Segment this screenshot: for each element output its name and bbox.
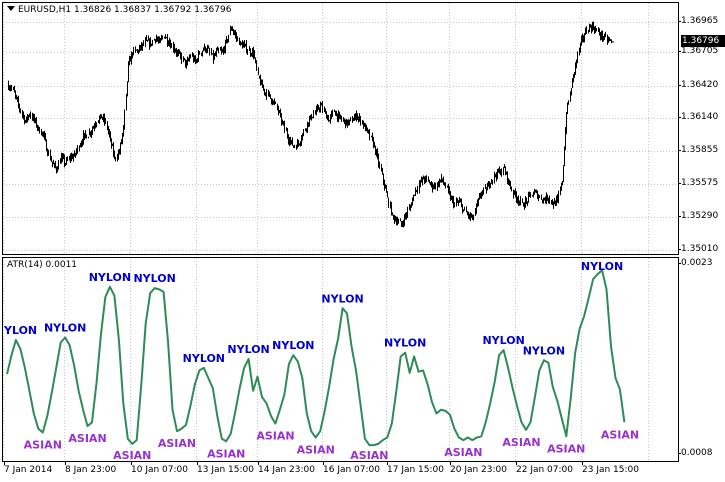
price-tick-label: 1.36140: [677, 112, 719, 123]
time-tick-label: 20 Jan 23:00: [450, 462, 507, 475]
symbol-title: EURUSD,H1 1.36826 1.36837 1.36792 1.3679…: [18, 5, 232, 15]
nylon-session-label: NYLON: [3, 324, 37, 337]
candle-bars: [8, 21, 612, 228]
price-grid: [3, 3, 678, 254]
nylon-session-label: NYLON: [321, 292, 363, 305]
asian-session-label: ASIAN: [207, 447, 245, 460]
nylon-session-label: NYLON: [133, 272, 175, 285]
price-tick-label: 1.35575: [677, 177, 719, 188]
time-tick-label: 16 Jan 07:00: [323, 462, 380, 475]
price-tick-label: 1.35290: [677, 210, 719, 221]
asian-session-label: ASIAN: [547, 442, 585, 455]
nylon-session-label: NYLON: [89, 271, 131, 284]
triangle-down-icon[interactable]: [7, 6, 15, 11]
asian-session-label: ASIAN: [444, 446, 482, 459]
asian-session-label: ASIAN: [502, 436, 540, 449]
nylon-session-label: NYLON: [482, 334, 524, 347]
time-tick-label: 23 Jan 15:00: [582, 462, 639, 475]
atr-grid: [3, 258, 649, 461]
nylon-session-label: NYLON: [523, 344, 565, 357]
time-tick-label: 7 Jan 2014: [4, 462, 53, 475]
atr-line: [6, 269, 626, 447]
price-tick-label: 1.35855: [677, 145, 719, 156]
time-tick-label: 13 Jan 15:00: [197, 462, 254, 475]
asian-session-label: ASIAN: [24, 438, 62, 451]
asian-session-label: ASIAN: [113, 449, 151, 462]
atr-scale[interactable]: 0.0023 0.0008: [678, 257, 725, 462]
time-axis[interactable]: 7 Jan 2014 8 Jan 23:00 10 Jan 07:00 13 Jan …: [2, 462, 679, 482]
session-labels: NYLONNYLONNYLONNYLONNYLONNYLONNYLONNYLON…: [3, 260, 639, 462]
price-tick-label: 1.35010: [677, 243, 719, 254]
asian-session-label: ASIAN: [350, 449, 388, 462]
asian-session-label: ASIAN: [68, 432, 106, 445]
nylon-session-label: NYLON: [183, 352, 225, 365]
time-tick-label: 17 Jan 15:00: [387, 462, 444, 475]
nylon-session-label: NYLON: [384, 337, 426, 350]
price-tick-label: 1.36705: [677, 46, 719, 57]
nylon-session-label: NYLON: [227, 343, 269, 356]
asian-session-label: ASIAN: [601, 428, 639, 441]
price-tick-label: 1.36965: [677, 16, 719, 27]
price-scale[interactable]: 1.36965 1.36705 1.36420 1.36140 1.35855 1.355…: [677, 2, 725, 255]
time-tick-label: 10 Jan 07:00: [131, 462, 188, 475]
price-tick-label: 1.36420: [677, 79, 719, 90]
asian-session-label: ASIAN: [297, 444, 335, 457]
indicator-title: ATR(14) 0.0011: [7, 260, 78, 270]
time-tick-label: 22 Jan 07:00: [516, 462, 573, 475]
atr-tick-label: 0.0008: [678, 448, 713, 458]
nylon-session-label: NYLON: [272, 339, 314, 352]
price-chart-canvas[interactable]: [3, 3, 679, 255]
current-price-marker: 1.36796: [681, 34, 725, 47]
time-tick-label: 14 Jan 23:00: [258, 462, 315, 475]
atr-chart-canvas[interactable]: NYLONNYLONNYLONNYLONNYLONNYLONNYLONNYLON…: [3, 258, 679, 462]
asian-session-label: ASIAN: [158, 437, 196, 450]
price-chart-pane[interactable]: EURUSD,H1 1.36826 1.36837 1.36792 1.3679…: [2, 2, 679, 255]
asian-session-label: ASIAN: [256, 430, 294, 443]
nylon-session-label: NYLON: [581, 260, 623, 273]
atr-indicator-pane[interactable]: NYLONNYLONNYLONNYLONNYLONNYLONNYLONNYLON…: [2, 257, 679, 462]
atr-tick-label: 0.0023: [678, 258, 713, 268]
nylon-session-label: NYLON: [44, 321, 86, 334]
time-tick-label: 8 Jan 23:00: [65, 462, 117, 475]
symbol-header: EURUSD,H1 1.36826 1.36837 1.36792 1.3679…: [7, 5, 231, 15]
